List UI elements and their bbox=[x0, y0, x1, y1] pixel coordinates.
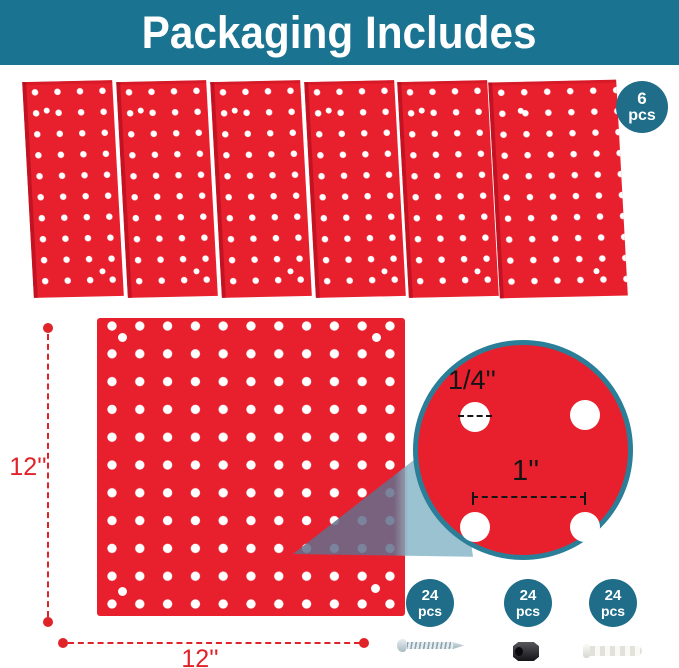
offset-hole bbox=[473, 268, 481, 275]
offset-hole bbox=[286, 268, 294, 275]
anchor-count-value: 24 bbox=[604, 587, 622, 605]
offset-hole bbox=[43, 107, 50, 114]
mounting-hole bbox=[371, 584, 380, 593]
pegboard-panel-2 bbox=[116, 80, 218, 298]
hole-spacing-line bbox=[472, 492, 586, 505]
panel-count-badge: 6 pcs bbox=[616, 81, 668, 133]
width-dimension-line bbox=[68, 642, 360, 644]
dimension-endpoint bbox=[43, 323, 53, 333]
pegboard-panel-3 bbox=[210, 80, 312, 298]
dimension-endpoint bbox=[359, 638, 369, 648]
detail-hole bbox=[460, 402, 490, 432]
header-banner: Packaging Includes bbox=[0, 0, 679, 65]
detail-hole bbox=[570, 512, 600, 542]
screw-count-unit: pcs bbox=[417, 602, 443, 619]
spacer-count-badge: 24 pcs bbox=[504, 579, 552, 627]
screw-thread bbox=[407, 642, 453, 649]
hole-spacing-label: 1'' bbox=[512, 455, 540, 487]
offset-hole bbox=[517, 107, 525, 114]
screw-icon bbox=[397, 639, 464, 652]
anchor-flange bbox=[583, 644, 590, 658]
offset-hole bbox=[98, 268, 106, 275]
main-pegboard bbox=[97, 318, 405, 616]
hole-detail-circle: 1/4'' 1'' bbox=[413, 340, 633, 560]
mounting-hole bbox=[118, 333, 127, 342]
wall-anchor-icon bbox=[583, 644, 642, 658]
offset-hole bbox=[137, 107, 144, 114]
hole-diameter-label: 1/4'' bbox=[448, 365, 496, 395]
board-height-label: 12'' bbox=[9, 453, 47, 481]
spacer-count-value: 24 bbox=[519, 587, 537, 605]
screw-count-value: 24 bbox=[421, 587, 439, 605]
offset-hole bbox=[380, 268, 388, 275]
mounting-hole bbox=[118, 587, 127, 596]
screw-count-badge: 24 pcs bbox=[406, 579, 454, 627]
offset-hole bbox=[418, 107, 425, 114]
screw-head bbox=[397, 639, 407, 652]
offset-hole bbox=[231, 107, 238, 114]
detail-hole bbox=[570, 400, 600, 430]
spacer-count-unit: pcs bbox=[515, 602, 541, 619]
offset-hole bbox=[192, 268, 200, 275]
page-title: Packaging Includes bbox=[142, 6, 537, 58]
anchor-count-unit: pcs bbox=[600, 602, 626, 619]
panel-count-unit: pcs bbox=[628, 106, 656, 124]
hex-spacer-icon bbox=[513, 642, 539, 661]
dimension-endpoint bbox=[43, 617, 53, 627]
anchor-body bbox=[590, 646, 642, 656]
anchor-count-badge: 24 pcs bbox=[589, 579, 637, 627]
dimension-endpoint bbox=[58, 638, 68, 648]
mounting-hole bbox=[372, 333, 381, 342]
hex-spacer-hole bbox=[515, 647, 523, 656]
hole-diameter-dash bbox=[458, 415, 492, 417]
board-width-label: 12'' bbox=[181, 645, 219, 668]
pegboard-panel-4 bbox=[304, 80, 406, 298]
height-dimension-line bbox=[47, 334, 49, 617]
offset-hole bbox=[325, 107, 332, 114]
pegboard-panel-1 bbox=[22, 80, 124, 298]
offset-hole bbox=[593, 267, 600, 275]
screw-tip bbox=[453, 642, 464, 649]
pegboard-panel-5 bbox=[397, 80, 499, 298]
panel-count-value: 6 bbox=[637, 89, 647, 109]
pegboard-panel-6 bbox=[488, 79, 628, 299]
detail-hole bbox=[460, 512, 490, 542]
